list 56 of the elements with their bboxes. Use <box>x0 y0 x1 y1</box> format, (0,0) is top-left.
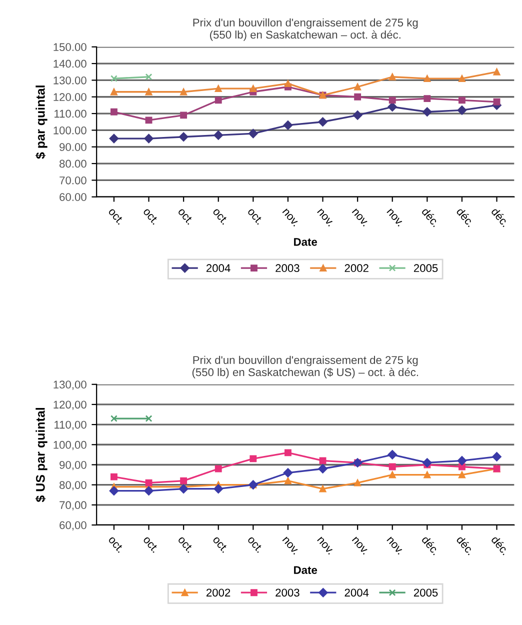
x-tick-label: déc. <box>421 534 440 556</box>
y-tick-label: 140.00 <box>54 60 86 68</box>
x-tick-label: oct. <box>247 536 264 553</box>
x-axis-title: Date <box>294 566 318 574</box>
legend-label: 2002 <box>206 588 230 597</box>
y-tick-label: 80,00 <box>60 481 86 490</box>
y-tick-label: 80.00 <box>60 160 86 168</box>
x-tick-label: nov. <box>282 208 299 227</box>
y-tick-label: 90.00 <box>60 143 86 152</box>
chart-title: Prix d'un bouvillon d'engraissement de 275 kg (550 lb) en Saskatchewan – oct. à déc. <box>193 18 418 41</box>
legend-label: 2005 <box>414 264 438 272</box>
x-tick-label: nov. <box>282 536 299 555</box>
x-tick-label: déc. <box>456 534 475 556</box>
x-tick-label: nov. <box>352 208 368 227</box>
y-tick-label: 120.00 <box>54 93 86 102</box>
x-tick-label: oct. <box>178 208 194 225</box>
y-axis-title: $ US par quintal <box>35 408 48 502</box>
y-tick-label: 120,00 <box>54 400 86 410</box>
y-tick-label: 150.00 <box>54 43 86 52</box>
x-tick-label: oct. <box>247 208 264 225</box>
x-tick-label: nov. <box>386 208 404 227</box>
y-tick-label: 70,00 <box>60 501 86 510</box>
x-tick-label: nov. <box>386 536 404 555</box>
x-tick-label: nov. <box>316 208 334 227</box>
x-tick-label: déc. <box>490 534 510 556</box>
x-tick-label: oct. <box>178 536 194 553</box>
y-tick-label: 70.00 <box>60 176 86 184</box>
x-axis-title: Date <box>294 238 318 246</box>
legend-label: 2002 <box>344 264 368 272</box>
y-tick-label: 130.00 <box>54 76 86 84</box>
chart-title: Prix d'un bouvillon d'engraissement de 275 kg (550 lb) en Saskatchewan ($ US) – oct. à déc. <box>192 356 418 378</box>
y-tick-label: 100,00 <box>54 440 86 450</box>
y-tick-label: 110,00 <box>54 420 86 430</box>
x-tick-label: déc. <box>490 206 510 228</box>
y-tick-label: 130,00 <box>54 380 86 390</box>
y-tick-label: 100.00 <box>54 126 86 134</box>
y-tick-label: 90,00 <box>60 461 86 470</box>
x-tick-label: nov. <box>316 536 334 555</box>
x-tick-label: oct. <box>212 536 229 553</box>
legend-label: 2005 <box>414 588 438 597</box>
x-tick-label: déc. <box>456 206 475 228</box>
legend-label: 2003 <box>276 588 300 597</box>
legend-label: 2004 <box>344 588 369 597</box>
legend-label: 2004 <box>206 264 230 272</box>
x-tick-label: oct. <box>108 536 124 553</box>
x-tick-label: nov. <box>352 536 368 555</box>
x-tick-label: oct. <box>142 536 159 553</box>
y-tick-label: 110.00 <box>54 110 86 118</box>
x-tick-label: oct. <box>212 208 229 225</box>
x-tick-label: oct. <box>108 208 124 225</box>
y-tick-label: 60.00 <box>60 193 86 202</box>
y-axis-title: $ par quintal <box>35 86 48 159</box>
x-tick-label: oct. <box>142 208 159 225</box>
legend-label: 2003 <box>276 264 300 272</box>
x-tick-label: déc. <box>421 206 440 228</box>
y-tick-label: 60,00 <box>60 521 86 530</box>
